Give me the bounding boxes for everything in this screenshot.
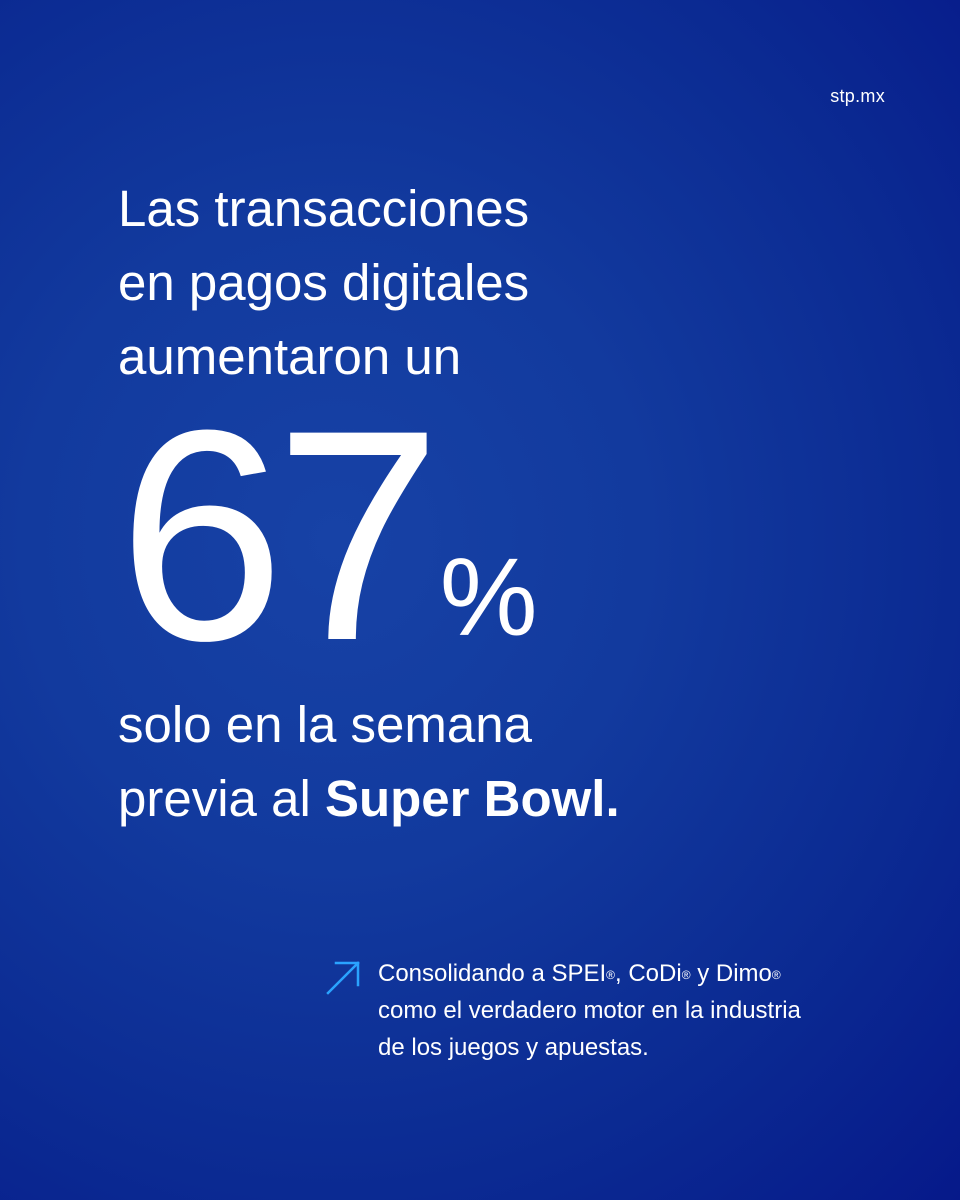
subline-line: solo en la semana (118, 696, 532, 753)
headline-line: en pagos digitales (118, 254, 530, 311)
note: Consolidando a SPEI®, CoDi® y Dimo® como… (324, 955, 801, 1066)
arrow-up-right-icon (326, 961, 360, 995)
note-text: Consolidando a SPEI®, CoDi® y Dimo® como… (378, 955, 801, 1066)
stat-figure: 67 % (118, 367, 538, 703)
note-line: como el verdadero motor en la industria (378, 997, 801, 1024)
subline: solo en la semana previa al Super Bowl. (118, 688, 620, 836)
headline-line: aumentaron un (118, 328, 462, 385)
headline-line: Las transacciones (118, 180, 530, 237)
subline-prefix: previa al (118, 770, 325, 827)
subline-emphasis: Super Bowl. (324, 770, 620, 827)
note-line: de los juegos y apuestas. (378, 1034, 649, 1061)
subline-line: previa al Super Bowl. (118, 762, 620, 836)
stat-number: 67 (118, 367, 442, 703)
headline: Las transacciones en pagos digitales aum… (118, 172, 529, 394)
note-line: Consolidando a SPEI®, CoDi® y Dimo® (378, 960, 781, 987)
site-url: stp.mx (830, 86, 885, 106)
stat-unit: % (439, 536, 538, 659)
